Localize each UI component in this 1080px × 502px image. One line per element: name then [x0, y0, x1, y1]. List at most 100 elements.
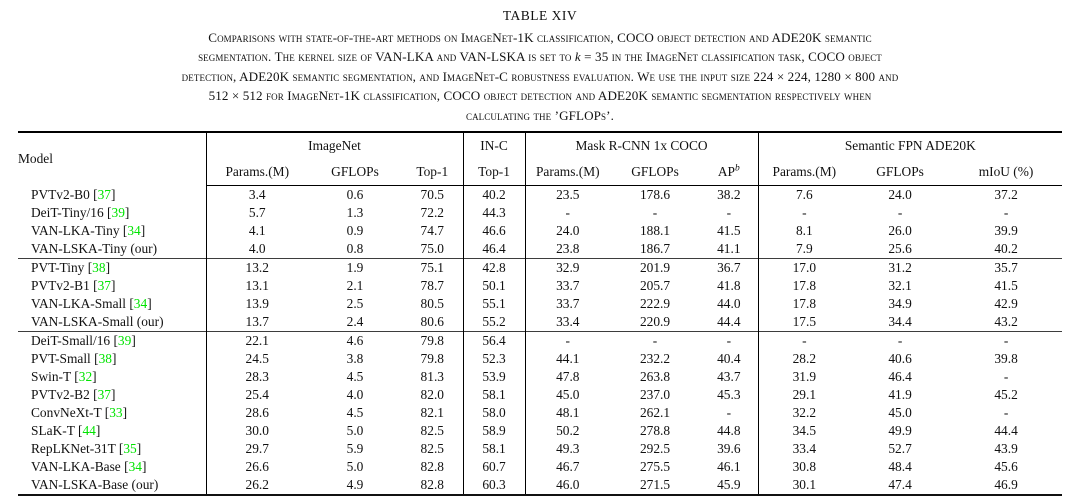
table-row: DeiT-Small/16 [39] 22.1 4.6 79.8 56.4- - - - - -	[18, 331, 1063, 351]
table-row: PVTv2-B0 [37] 3.4 0.6 70.5 40.2 23.5 178.6 38.2…	[18, 185, 1062, 205]
value-cell: 42.9	[994, 296, 1018, 312]
value-cell: 32.2	[757, 404, 851, 423]
table-row: SLaK-T [44] 30.0 5.0 82.5 58.9 50.2 278.8 44.8 3…	[18, 422, 1062, 441]
citation-number: 34	[128, 459, 142, 475]
value-cell: 7.9	[757, 240, 851, 259]
value-cell: 43.9	[994, 441, 1018, 457]
value-cell: 45.6	[994, 459, 1018, 475]
value-cell: 45.2	[994, 387, 1018, 403]
value-cell: 201.9	[610, 258, 701, 278]
citation-number: 38	[98, 351, 112, 367]
model-name: VAN-LKA-Small	[31, 296, 126, 312]
value-cell: 79.8	[420, 351, 444, 367]
subheader-ade-gflops: GFLOPs	[850, 159, 951, 187]
subheader-inc-top1: Top-1	[462, 159, 526, 187]
subheader-imagenet-gflops: GFLOPs	[308, 159, 402, 187]
value-cell: -	[726, 405, 732, 421]
value-cell: 43.2	[994, 314, 1018, 330]
model-name: PVT-Tiny	[31, 260, 85, 276]
caption-line-4: 512 × 512 for ImageNet-1K classification…	[208, 88, 872, 104]
value-cell: 30.8	[757, 458, 851, 477]
value-cell: 24.0	[888, 187, 912, 203]
value-cell: 178.6	[639, 187, 671, 203]
value-cell: 82.1	[420, 405, 444, 421]
value-cell: 46.1	[717, 459, 741, 475]
model-cell: SLaK-T [44]	[31, 423, 101, 439]
model-name: Swin-T	[31, 369, 71, 385]
value-cell: 46.6	[462, 222, 526, 241]
value-cell: 40.2	[994, 241, 1018, 257]
citation-number: 34	[133, 296, 148, 312]
table-row: Swin-T [32] 28.3 4.5 81.3 53.9 47.8 263.8 43.7 3…	[18, 368, 1062, 387]
table-row: VAN-LSKA-Base (our) 26.2 4.9 82.8 60.3 46.0 27…	[18, 476, 1063, 497]
value-cell: 4.6	[308, 331, 402, 351]
value-cell: 50.1	[462, 277, 526, 296]
model-cell: VAN-LKA-Small [34]	[31, 296, 152, 312]
value-cell: 13.1	[205, 277, 308, 296]
table-caption: TABLE XIV Comparisons with state-of-the-…	[0, 0, 1080, 125]
value-cell: 33.4	[757, 440, 851, 459]
table-row: ConvNeXt-T [33] 28.6 4.5 82.1 58.0 48.1 262.1 -…	[18, 404, 1062, 423]
model-cell: PVTv2-B1 [37]	[31, 278, 116, 294]
model-name: VAN-LKA-Base	[31, 459, 121, 475]
value-cell: 17.5	[757, 313, 851, 332]
value-cell: -	[524, 204, 611, 223]
table-row: RepLKNet-31T [35] 29.7 5.9 82.5 58.1 49.3 292.…	[18, 440, 1062, 459]
value-cell: 45.9	[700, 476, 759, 497]
model-cell: RepLKNet-31T [35]	[31, 441, 142, 457]
value-cell: 55.2	[462, 313, 526, 332]
value-cell: 5.0	[346, 459, 364, 475]
value-cell: 2.4	[346, 314, 364, 330]
table-row: PVTv2-B1 [37] 13.1 2.1 78.7 50.1 33.7 205.7 41.…	[18, 277, 1062, 296]
table-body: PVTv2-B0 [37] 3.4 0.6 70.5 40.2 23.5 178.6 38.2…	[18, 185, 1063, 497]
value-cell: 46.0	[524, 476, 611, 497]
value-cell: 13.2	[205, 258, 308, 278]
value-cell: -	[610, 331, 701, 351]
value-cell: 82.8	[420, 459, 444, 475]
subheader-coco-params: Params.(M)	[524, 159, 611, 187]
value-cell: 222.9	[639, 296, 671, 312]
value-cell: 186.7	[639, 241, 671, 257]
value-cell: 52.3	[462, 350, 526, 369]
value-cell: -	[1003, 369, 1009, 385]
value-cell: 4.5	[346, 369, 364, 385]
value-cell: -	[950, 331, 1063, 351]
value-cell: 28.3	[205, 368, 308, 387]
value-cell: 52.7	[888, 441, 912, 457]
citation-number: 34	[127, 223, 141, 239]
value-cell: 80.5	[420, 296, 444, 312]
value-cell: 33.4	[524, 313, 611, 332]
value-cell: 29.1	[757, 386, 851, 405]
value-cell: 81.3	[420, 369, 444, 385]
value-cell: 13.7	[205, 313, 308, 332]
value-cell: 30.1	[757, 476, 851, 497]
value-cell: 23.8	[524, 240, 611, 259]
table-row: VAN-LSKA-Tiny (our) 4.0 0.8 75.0 46.4 23.8 186…	[18, 240, 1062, 259]
value-cell: -	[726, 205, 732, 221]
value-cell: 24.0	[524, 222, 611, 241]
value-cell: 60.3	[462, 476, 526, 497]
subheader-imagenet-params: Params.(M)	[205, 159, 308, 187]
header-ade20k: Semantic FPN ADE20K	[757, 131, 1063, 160]
value-cell: 74.7	[420, 223, 444, 239]
value-cell: 13.9	[205, 295, 308, 314]
value-cell: 44.1	[524, 350, 611, 369]
value-cell: 39.6	[717, 441, 741, 457]
citation-number: 39	[111, 205, 125, 221]
value-cell: 8.1	[757, 222, 851, 241]
value-cell: 33.7	[524, 277, 611, 296]
value-cell: 82.8	[402, 476, 464, 497]
subheader-imagenet-top1: Top-1	[402, 159, 464, 187]
model-cell: VAN-LSKA-Tiny (our)	[18, 240, 206, 259]
model-name: VAN-LSKA-Base (our)	[31, 477, 159, 493]
value-cell: 2.1	[346, 278, 364, 294]
value-cell: 0.8	[346, 241, 364, 257]
value-cell: 0.6	[346, 187, 364, 203]
table-number: TABLE XIV	[502, 8, 578, 23]
model-cell: VAN-LSKA-Base (our)	[18, 476, 206, 497]
value-cell: 17.0	[757, 258, 851, 278]
value-cell: 70.5	[420, 187, 444, 203]
value-cell: 82.5	[420, 441, 444, 457]
model-cell: VAN-LKA-Base [34]	[31, 459, 147, 475]
